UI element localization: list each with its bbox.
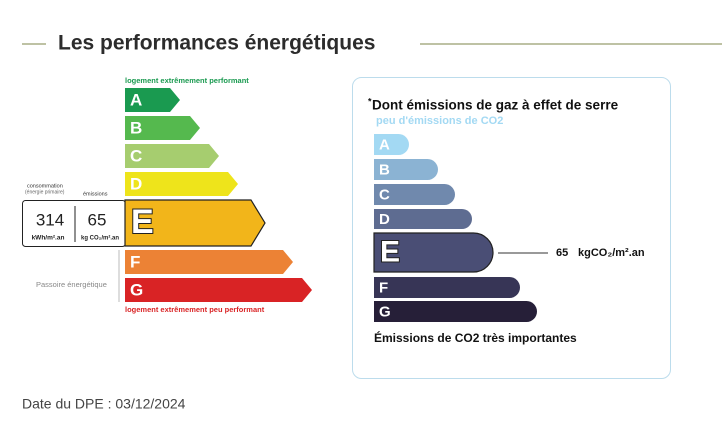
ges-bar [374, 134, 409, 155]
consumption-value: 314 [36, 210, 64, 229]
passoire-label: Passoire énergétique [36, 280, 107, 289]
dpe-class-letter: E [131, 203, 154, 241]
emissions-label: émissions [83, 191, 108, 197]
dpe-arrow [125, 278, 312, 302]
ges-class-letter: D [379, 211, 390, 228]
ges-class-letter: B [379, 161, 390, 178]
dpe-arrow [125, 88, 180, 112]
ges-class-letter: C [379, 186, 390, 203]
ges-bar [374, 277, 520, 298]
ges-bar [374, 209, 472, 229]
dpe-arrow [125, 172, 238, 196]
ges-top-label: peu d'émissions de CO2 [376, 115, 503, 127]
ges-class-letter: E [380, 235, 400, 268]
dpe-class-letter: G [130, 280, 143, 299]
dpe-class-letter: D [130, 174, 142, 193]
dpe-arrow [125, 116, 200, 140]
ges-title: Dont émissions de gaz à effet de serre [372, 98, 619, 113]
emissions-value: 65 [88, 210, 107, 229]
dpe-bottom-label: logement extrêmement peu performant [125, 305, 265, 314]
ges-bar [374, 301, 537, 322]
consumption-sub: (énergie primaire) [25, 189, 65, 195]
consumption-unit: kWh/m².an [32, 235, 65, 242]
ges-bar [374, 159, 438, 180]
dpe-class-letter: B [130, 118, 142, 137]
ges-bottom-label: Émissions de CO2 très importantes [374, 330, 577, 345]
dpe-class-letter: A [130, 90, 142, 109]
ges-class-letter: G [379, 303, 391, 320]
ges-bar [373, 232, 494, 273]
page-title: Les performances énergétiques [58, 32, 375, 55]
dpe-class-letter: F [130, 252, 140, 271]
ges-class-letter: F [379, 279, 388, 296]
ges-marker: * [368, 96, 372, 106]
ges-value: 65 [556, 247, 568, 259]
dpe-top-label: logement extrêmement performant [125, 76, 249, 85]
emissions-unit: kg CO₂/m².an [81, 235, 119, 242]
ges-unit: kgCO₂/m².an [578, 247, 645, 259]
dpe-class-letter: C [130, 146, 142, 165]
dpe-arrow [124, 199, 266, 247]
ges-class-letter: A [379, 136, 390, 153]
ges-bar [374, 184, 456, 205]
consumption-label: consommation [27, 183, 63, 189]
dpe-arrow [125, 250, 293, 274]
dpe-date: Date du DPE : 03/12/2024 [22, 396, 186, 412]
dpe-arrow [125, 144, 219, 168]
